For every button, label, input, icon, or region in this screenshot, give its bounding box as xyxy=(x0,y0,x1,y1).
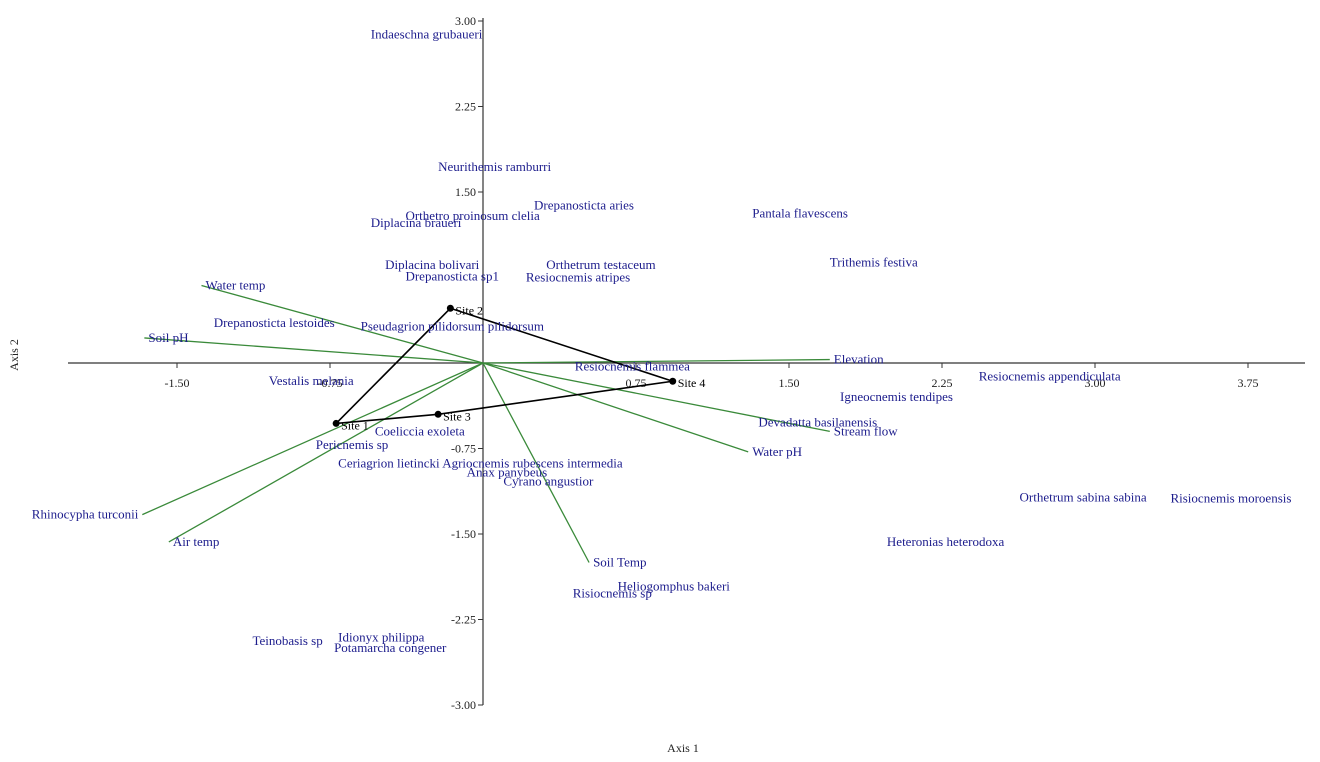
y-tick-label: -1.50 xyxy=(451,527,476,541)
env-vector-stream-flow xyxy=(482,362,830,433)
species-label-heliogomphus-bakeri: Heliogomphus bakeri xyxy=(618,578,731,593)
env-vector-soil-ph xyxy=(144,337,484,364)
y-tick-label: -2.25 xyxy=(451,613,476,627)
species-label-igneocnemis-tendipes: Igneocnemis tendipes xyxy=(840,389,953,404)
env-vector-air-temp xyxy=(168,362,484,543)
species-label-risiocnemis-moroensis: Risiocnemis moroensis xyxy=(1170,491,1291,506)
species-label-drepanosticta-aries: Drepanosticta aries xyxy=(534,198,634,213)
species-label-anax-panybeus: Anax panybeus xyxy=(467,464,548,479)
species-label-cyrano-angustior: Cyrano angustior xyxy=(503,474,594,489)
species-label-resiocnemis-appendiculata: Resiocnemis appendiculata xyxy=(979,369,1121,384)
species-label-diplacina-braueri: Diplacina braueri xyxy=(371,215,462,230)
species-label-teinobasis-sp: Teinobasis sp xyxy=(252,633,322,648)
x-tick-label: -1.50 xyxy=(165,376,190,390)
env-vector-rhinocypha-turconii xyxy=(142,362,484,516)
species-labels: Indaeschna grubaueri Neurithemis ramburri… xyxy=(214,27,1292,655)
y-axis-title: Axis 2 xyxy=(7,339,21,371)
site-label-site-2: Site 2 xyxy=(455,303,483,317)
site-point-site-2 xyxy=(446,304,454,312)
site-point-site-4 xyxy=(669,377,677,385)
species-label-devadatta-basilanensis: Devadatta basilanensis xyxy=(758,414,877,429)
y-tick-label: 1.50 xyxy=(455,185,476,199)
env-label-elevation: Elevation xyxy=(834,352,884,367)
species-label-vestalis-melania: Vestalis melania xyxy=(269,373,354,388)
species-label-risiocnemis-sp: Risiocnemis sp xyxy=(573,585,652,600)
env-vector-water-temp xyxy=(201,284,484,364)
y-tick-label: -0.75 xyxy=(451,442,476,456)
species-label-ceriagrion-lietincki: Ceriagrion lietincki xyxy=(338,455,440,470)
species-label-pantala-flavescens: Pantala flavescens xyxy=(752,206,848,221)
site-label-site-3: Site 3 xyxy=(443,409,471,423)
axes: -1.50 -0.75 0.75 1.50 2.25 3.00 3.753.002.251.… xyxy=(68,14,1305,712)
species-label-resiocnemis-flammea: Resiocnemis flammea xyxy=(575,358,690,373)
site-point-site-1 xyxy=(332,419,340,427)
site-label-site-4: Site 4 xyxy=(678,376,706,390)
x-tick-label: 1.50 xyxy=(779,376,800,390)
env-vector-soil-temp xyxy=(482,362,590,563)
species-label-pseudagrion-pilidorsum-pilidorsum: Pseudagrion pilidorsum pilidorsum xyxy=(361,319,544,334)
y-tick-label: 2.25 xyxy=(455,100,476,114)
species-label-idionyx-philippa: Idionyx philippa xyxy=(338,630,425,645)
species-label-drepanosticta-lestoides: Drepanosticta lestoides xyxy=(214,315,335,330)
site-hull: Site 1 Site 2 Site 3 Site 4 xyxy=(332,303,706,432)
species-label-potamarcha-congener: Potamarcha congener xyxy=(334,640,447,655)
species-label-diplacina-bolivari: Diplacina bolivari xyxy=(385,257,480,272)
species-label-trithemis-festiva: Trithemis festiva xyxy=(830,255,918,270)
species-label-indaeschna-grubaueri: Indaeschna grubaueri xyxy=(371,27,483,42)
env-vectors: Water temp Soil pH Elevation Stream flow Wat… xyxy=(32,277,899,569)
species-label-orthetrum-testaceum: Orthetrum testaceum xyxy=(546,257,655,272)
x-tick-label: 3.75 xyxy=(1238,376,1259,390)
env-label-water-temp: Water temp xyxy=(205,277,265,292)
species-label-pericnemis-sp: Pericnemis sp xyxy=(316,437,389,452)
x-axis-title: Axis 1 xyxy=(667,741,699,755)
env-label-soil-temp: Soil Temp xyxy=(593,555,646,570)
env-label-stream-flow: Stream flow xyxy=(834,423,899,438)
x-tick-label: 3.00 xyxy=(1085,376,1106,390)
env-label-air-temp: Air temp xyxy=(173,534,220,549)
y-tick-label: 3.00 xyxy=(455,14,476,28)
site-point-site-3 xyxy=(434,410,442,418)
species-label-orthetro-proinosum-clelia: Orthetro proinosum clelia xyxy=(405,208,540,223)
x-tick-label: -0.75 xyxy=(318,376,343,390)
env-vector-water-ph xyxy=(482,362,749,453)
species-label-drepanosticta-sp1: Drepanosticta sp1 xyxy=(405,268,499,283)
species-label-agriocnemis-rubescens-intermedia: Agriocnemis rubescens intermedia xyxy=(442,455,623,470)
site-label-site-1: Site 1 xyxy=(341,418,369,432)
env-label-soil-ph: Soil pH xyxy=(148,330,188,345)
y-tick-label: -3.00 xyxy=(451,698,476,712)
species-label-heteronias-heterodoxa: Heteronias heterodoxa xyxy=(887,534,1005,549)
env-label-water-ph: Water pH xyxy=(752,444,802,459)
species-label-resiocnemis-atripes: Resiocnemis atripes xyxy=(526,270,630,285)
species-label-neurithemis-ramburri: Neurithemis ramburri xyxy=(438,159,551,174)
x-tick-label: 2.25 xyxy=(932,376,953,390)
env-label-rhinocypha-turconii: Rhinocypha turconii xyxy=(32,507,139,522)
species-label-coeliccia-exoleta: Coeliccia exoleta xyxy=(375,423,465,438)
env-vector-elevation xyxy=(482,358,830,364)
species-label-orthetrum-sabina-sabina: Orthetrum sabina sabina xyxy=(1020,490,1147,505)
